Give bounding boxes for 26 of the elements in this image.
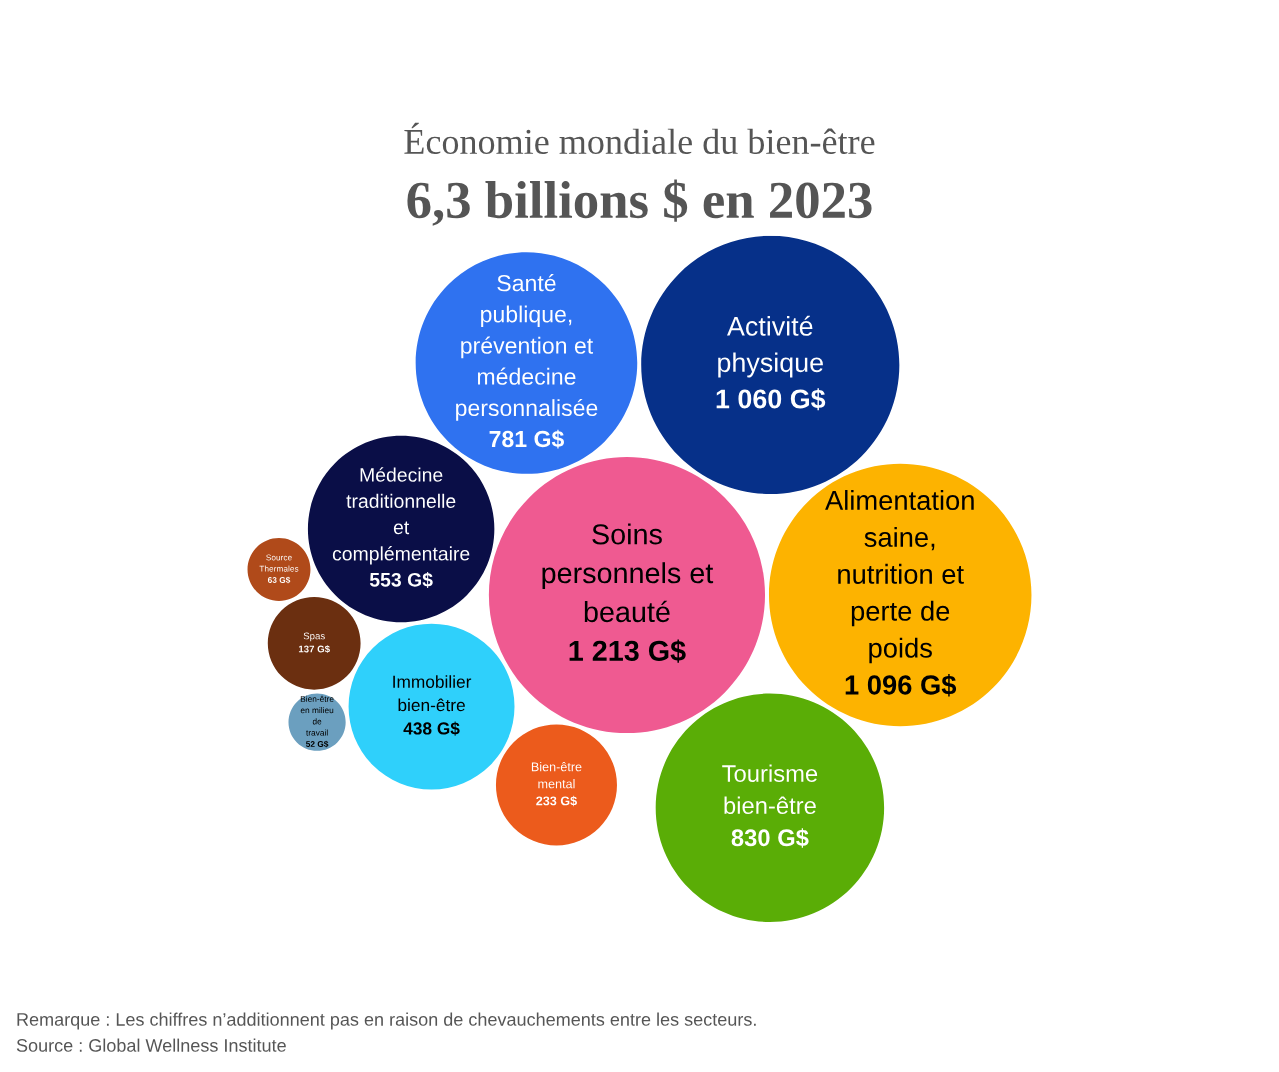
text: 6,3 billions $ en 2023 [407, 179, 872, 226]
category-label: Spas [303, 632, 325, 642]
data-label: 1 060 G$ [716, 388, 826, 411]
data-label: 1 096 G$ [845, 674, 957, 697]
data-label: 438 G$ [403, 721, 460, 736]
source-note: Source : Global Wellness Institute [16, 1038, 286, 1052]
text: Remarque : Les chiffres n’additionnent pas en raison de chevauchements entre les secteurs. [17, 1012, 756, 1030]
data-label: 1 213 G$ [569, 639, 686, 663]
category-label: Médecine traditionnelle et complémentaire [332, 467, 470, 565]
data-label: 781 G$ [489, 429, 564, 449]
category-label: Bien-être mental [531, 761, 582, 789]
category-label: Soins personnels et beauté [542, 523, 714, 623]
data-label: 830 G$ [731, 828, 809, 848]
category-label: Immobilier bien-être [393, 675, 472, 712]
data-label: 553 G$ [369, 572, 433, 588]
category-label: Activité physique [718, 315, 823, 378]
data-label: 137 G$ [298, 645, 330, 654]
category-label: Alimentation saine, nutrition et perte de poids [825, 490, 974, 664]
data-label: 52 G$ [305, 740, 329, 748]
data-label: 233 G$ [536, 795, 577, 807]
data-label: 63 G$ [267, 576, 291, 584]
category-label: Tourisme bien-être [722, 764, 818, 815]
category-label: Santé publique, prévention et médecine personnalisée [456, 274, 598, 421]
category-label: Source Thermales [259, 554, 299, 572]
category-label: Bien-être en milieu de travail [300, 695, 334, 736]
text: Économie mondiale du bien-être [404, 122, 875, 155]
